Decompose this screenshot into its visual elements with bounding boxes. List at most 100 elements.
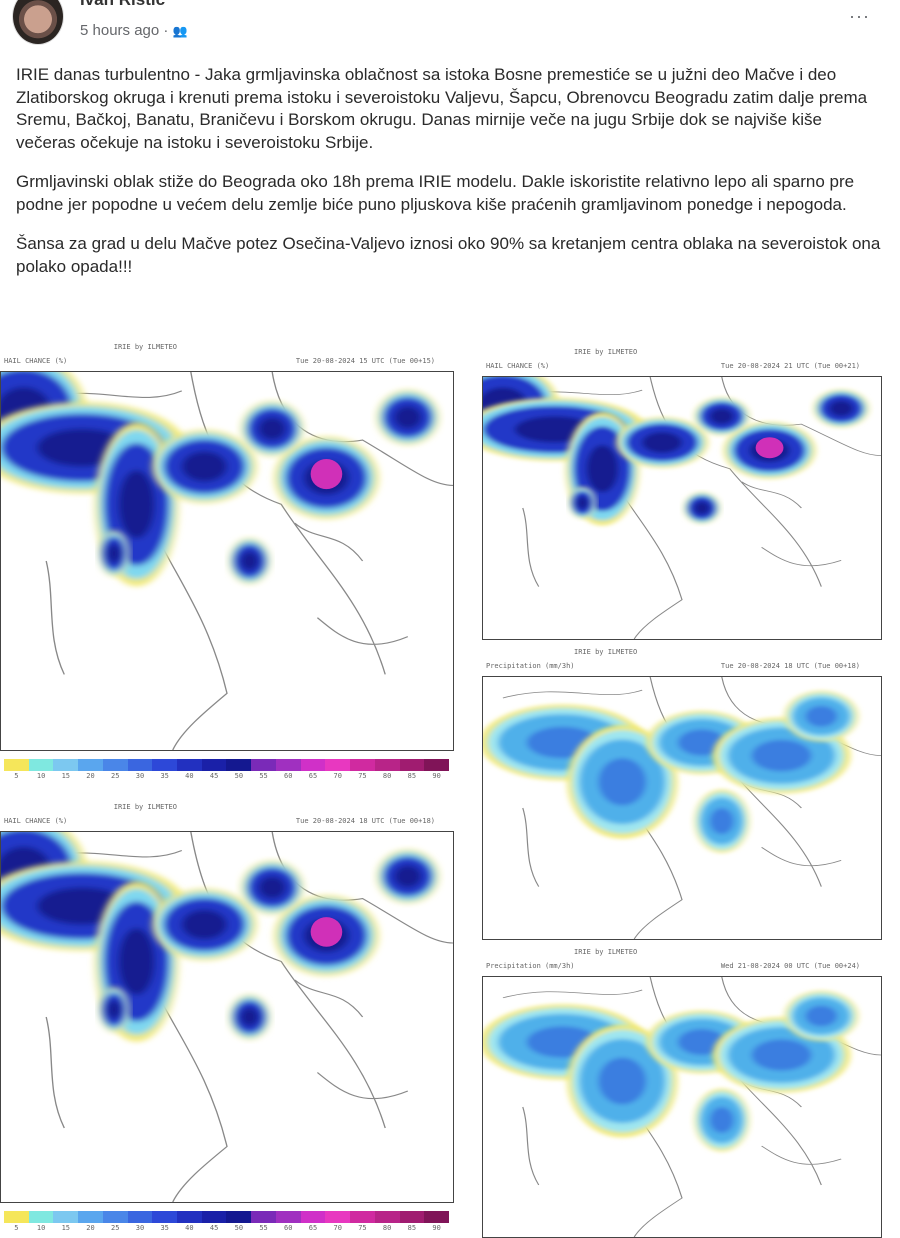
colorbar-swatch <box>201 759 227 771</box>
colorbar-swatch <box>374 759 400 771</box>
post-paragraph: Šansa za grad u delu Mačve potez Osečina… <box>16 234 881 276</box>
map-title: IRIE by ILMETEO <box>113 343 177 351</box>
colorbar-tick: 10 <box>36 1224 46 1232</box>
colorbar-tick: 50 <box>234 1224 244 1232</box>
map-title: IRIE by ILMETEO <box>574 648 638 656</box>
colorbar-tick: 65 <box>308 772 318 780</box>
precip-cell <box>683 492 721 524</box>
colorbar-swatch <box>399 759 425 771</box>
colorbar-tick: 45 <box>209 772 219 780</box>
precip-cell <box>712 717 851 794</box>
map-valid-time: Tue 20-08-2024 18 UTC (Tue 00+18) <box>295 817 435 825</box>
avatar[interactable] <box>12 0 64 45</box>
precip-map-1[interactable]: IRIE by ILMETEO Precipitation (mm/3h) Tu… <box>472 640 882 940</box>
map-frame <box>482 376 882 640</box>
colorbar-tick: 85 <box>407 772 417 780</box>
precip-cell <box>813 389 869 428</box>
map-canvas <box>483 677 881 939</box>
colorbar-swatch <box>4 759 29 771</box>
author-name[interactable]: Ivan Ristić <box>80 0 165 10</box>
post-meta: 5 hours ago · 👥 <box>80 22 188 39</box>
separator: · <box>163 22 169 39</box>
precip-cell <box>98 987 130 1032</box>
precip-cell <box>784 991 858 1041</box>
colorbar-tick: 40 <box>185 772 194 780</box>
friends-icon: 👥 <box>172 24 188 38</box>
colorbar-tick: 5 <box>14 772 19 780</box>
map-valid-time: Tue 20-08-2024 15 UTC (Tue 00+15) <box>295 357 435 365</box>
colorbar-swatch <box>53 759 79 771</box>
precip-cell <box>567 1024 678 1138</box>
post-paragraph: IRIE danas turbulentno - Jaka grmljavins… <box>16 65 868 152</box>
colorbar-tick: 50 <box>234 772 244 780</box>
colorbar-tick: 75 <box>358 772 367 780</box>
colorbar-tick: 70 <box>333 772 342 780</box>
colorbar-tick: 60 <box>284 1224 293 1232</box>
precip-cell <box>784 691 858 742</box>
colorbar-tick: 10 <box>36 772 46 780</box>
map-variable: HAIL CHANCE (%) <box>4 817 68 825</box>
map-canvas <box>483 377 881 639</box>
map-variable: HAIL CHANCE (%) <box>486 362 550 370</box>
precip-cell <box>241 860 304 915</box>
colorbar-swatch <box>275 759 301 771</box>
colorbar-ticks: 5 10 15 20 25 30 35 40 45 50 55 60 65 70 75 80 85 90 <box>4 1224 449 1236</box>
hail-map-2[interactable]: IRIE by ILMETEO HAIL CHANCE (%) Tue 20-0… <box>0 795 455 1232</box>
colorbar-swatch <box>177 1211 202 1223</box>
precip-cell <box>98 530 130 577</box>
colorbar-swatch <box>102 759 128 771</box>
country-borders <box>502 377 881 639</box>
map-frame <box>0 831 454 1203</box>
map-variable: Precipitation (mm/3h) <box>486 662 575 670</box>
colorbar-swatch <box>251 1211 276 1223</box>
colorbar-swatch <box>424 1211 449 1223</box>
colorbar-tick: 90 <box>432 1224 441 1232</box>
colorbar-tick: 5 <box>14 1224 19 1232</box>
country-borders <box>23 832 453 1202</box>
map-title: IRIE by ILMETEO <box>574 348 638 356</box>
colorbar-swatch <box>177 759 202 771</box>
precip-cell <box>694 789 750 853</box>
colorbar-swatch <box>300 1211 326 1223</box>
colorbar-swatch <box>28 1211 54 1223</box>
hail-max-cell <box>310 458 343 490</box>
colorbar-swatch <box>53 1211 79 1223</box>
hail-map-3[interactable]: IRIE by ILMETEO HAIL CHANCE (%) Tue 20-0… <box>472 340 882 640</box>
map-title: IRIE by ILMETEO <box>113 803 177 811</box>
colorbar-tick: 55 <box>259 1224 268 1232</box>
precip-map-2[interactable]: IRIE by ILMETEO Precipitation (mm/3h) We… <box>472 940 882 1238</box>
colorbar-tick: 55 <box>259 772 268 780</box>
precip-cell <box>376 849 439 904</box>
post-time[interactable]: 5 hours ago <box>80 22 160 39</box>
precip-cell <box>152 888 257 961</box>
colorbar-ticks: 5 10 15 20 25 30 35 40 45 50 55 60 65 70 75 80 85 90 <box>4 772 449 784</box>
precip-cell <box>376 390 439 445</box>
colorbar-swatch <box>226 759 252 771</box>
precip-cell <box>694 1088 750 1152</box>
colorbar-tick: 25 <box>111 1224 120 1232</box>
colorbar-tick: 60 <box>284 772 293 780</box>
more-options-button[interactable]: ··· <box>849 6 870 26</box>
colorbar-tick: 45 <box>209 1224 219 1232</box>
map-variable: HAIL CHANCE (%) <box>4 357 68 365</box>
colorbar-tick: 20 <box>86 1224 95 1232</box>
colorbar-tick: 70 <box>333 1224 342 1232</box>
post-text: IRIE danas turbulentno - Jaka grmljavins… <box>16 64 886 295</box>
map-frame <box>0 371 454 751</box>
colorbar-swatch <box>325 759 351 771</box>
colorbar-swatch <box>127 1211 153 1223</box>
precip-cell <box>567 725 678 839</box>
map-title: IRIE by ILMETEO <box>574 948 638 956</box>
precip-cell <box>616 417 708 468</box>
precip-cell <box>228 994 271 1040</box>
map-canvas <box>1 372 453 750</box>
colorbar-tick: 80 <box>382 772 392 780</box>
colorbar-swatch <box>399 1211 425 1223</box>
colorbar-swatch <box>152 759 178 771</box>
colorbar-swatch <box>28 759 54 771</box>
colorbar <box>4 1211 449 1223</box>
colorbar-tick: 85 <box>407 1224 417 1232</box>
colorbar-swatch <box>275 1211 301 1223</box>
hail-map-1[interactable]: IRIE by ILMETEO HAIL CHANCE (%) Tue 20-0… <box>0 335 455 780</box>
colorbar-tick: 90 <box>432 772 441 780</box>
